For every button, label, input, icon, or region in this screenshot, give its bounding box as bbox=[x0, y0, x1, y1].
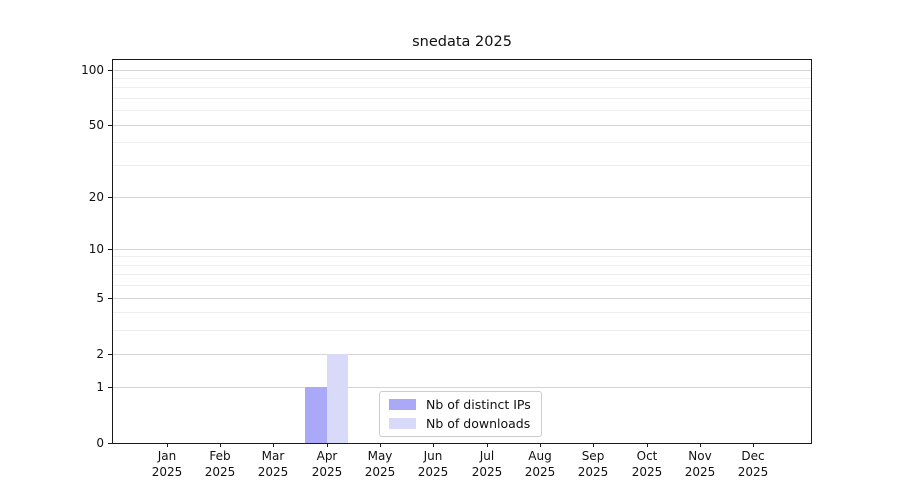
y-tick-label: 1 bbox=[96, 380, 104, 394]
x-tick-mark bbox=[753, 443, 754, 447]
x-tick-mark bbox=[700, 443, 701, 447]
y-gridline-minor bbox=[113, 312, 811, 313]
y-gridline-minor bbox=[113, 78, 811, 79]
x-tick-mark bbox=[273, 443, 274, 447]
legend-row-downloads: Nb of downloads bbox=[389, 416, 531, 431]
chart-title: snedata 2025 bbox=[412, 34, 512, 50]
y-tick-mark bbox=[108, 387, 112, 388]
legend: Nb of distinct IPs Nb of downloads bbox=[379, 391, 542, 437]
y-tick-mark bbox=[108, 249, 112, 250]
y-gridline-major bbox=[113, 354, 811, 355]
y-tick-label: 0 bbox=[96, 436, 104, 450]
x-tick-label: May 2025 bbox=[364, 449, 396, 479]
x-tick-label: Nov 2025 bbox=[684, 449, 716, 479]
x-tick-mark bbox=[327, 443, 328, 447]
x-tick-mark bbox=[380, 443, 381, 447]
x-tick-label: Jan 2025 bbox=[151, 449, 183, 479]
y-tick-label: 20 bbox=[88, 190, 104, 204]
x-tick-label: Jul 2025 bbox=[471, 449, 503, 479]
y-gridline-minor bbox=[113, 165, 811, 166]
x-tick-mark bbox=[433, 443, 434, 447]
legend-swatch-distinct-ips bbox=[389, 399, 416, 410]
x-tick-mark bbox=[167, 443, 168, 447]
y-gridline-minor bbox=[113, 274, 811, 275]
bar-distinct-ips bbox=[305, 387, 327, 443]
x-tick-mark bbox=[487, 443, 488, 447]
y-tick-mark bbox=[108, 443, 112, 444]
y-gridline-major bbox=[113, 387, 811, 388]
y-gridline-major bbox=[113, 197, 811, 198]
y-tick-label: 100 bbox=[81, 63, 104, 77]
y-gridline-major bbox=[113, 125, 811, 126]
x-tick-label: Jun 2025 bbox=[417, 449, 449, 479]
y-tick-mark bbox=[108, 70, 112, 71]
x-tick-label: Oct 2025 bbox=[631, 449, 663, 479]
x-tick-mark bbox=[220, 443, 221, 447]
plot-area bbox=[112, 59, 812, 444]
y-tick-mark bbox=[108, 354, 112, 355]
y-gridline-major bbox=[113, 249, 811, 250]
legend-row-distinct-ips: Nb of distinct IPs bbox=[389, 397, 531, 412]
x-tick-mark bbox=[647, 443, 648, 447]
y-gridline-minor bbox=[113, 142, 811, 143]
bar-downloads bbox=[326, 354, 349, 443]
legend-swatch-downloads bbox=[389, 418, 416, 429]
x-tick-label: Feb 2025 bbox=[204, 449, 236, 479]
x-tick-label: Apr 2025 bbox=[311, 449, 343, 479]
legend-label-distinct-ips: Nb of distinct IPs bbox=[426, 397, 531, 412]
x-tick-label: Dec 2025 bbox=[737, 449, 769, 479]
y-tick-label: 10 bbox=[88, 242, 104, 256]
y-gridline-minor bbox=[113, 330, 811, 331]
legend-label-downloads: Nb of downloads bbox=[426, 416, 531, 431]
y-gridline-minor bbox=[113, 265, 811, 266]
y-gridline-minor bbox=[113, 285, 811, 286]
y-gridline-minor bbox=[113, 98, 811, 99]
x-tick-label: Mar 2025 bbox=[257, 449, 289, 479]
y-tick-label: 2 bbox=[96, 347, 104, 361]
y-tick-mark bbox=[108, 197, 112, 198]
y-gridline-minor bbox=[113, 110, 811, 111]
y-gridline-minor bbox=[113, 256, 811, 257]
y-tick-mark bbox=[108, 125, 112, 126]
y-tick-mark bbox=[108, 298, 112, 299]
x-tick-label: Sep 2025 bbox=[577, 449, 609, 479]
y-tick-label: 5 bbox=[96, 291, 104, 305]
y-gridline-major bbox=[113, 298, 811, 299]
y-gridline-minor bbox=[113, 87, 811, 88]
y-tick-label: 50 bbox=[88, 118, 104, 132]
x-tick-mark bbox=[593, 443, 594, 447]
x-tick-label: Aug 2025 bbox=[524, 449, 556, 479]
x-tick-mark bbox=[540, 443, 541, 447]
y-gridline-major bbox=[113, 70, 811, 71]
